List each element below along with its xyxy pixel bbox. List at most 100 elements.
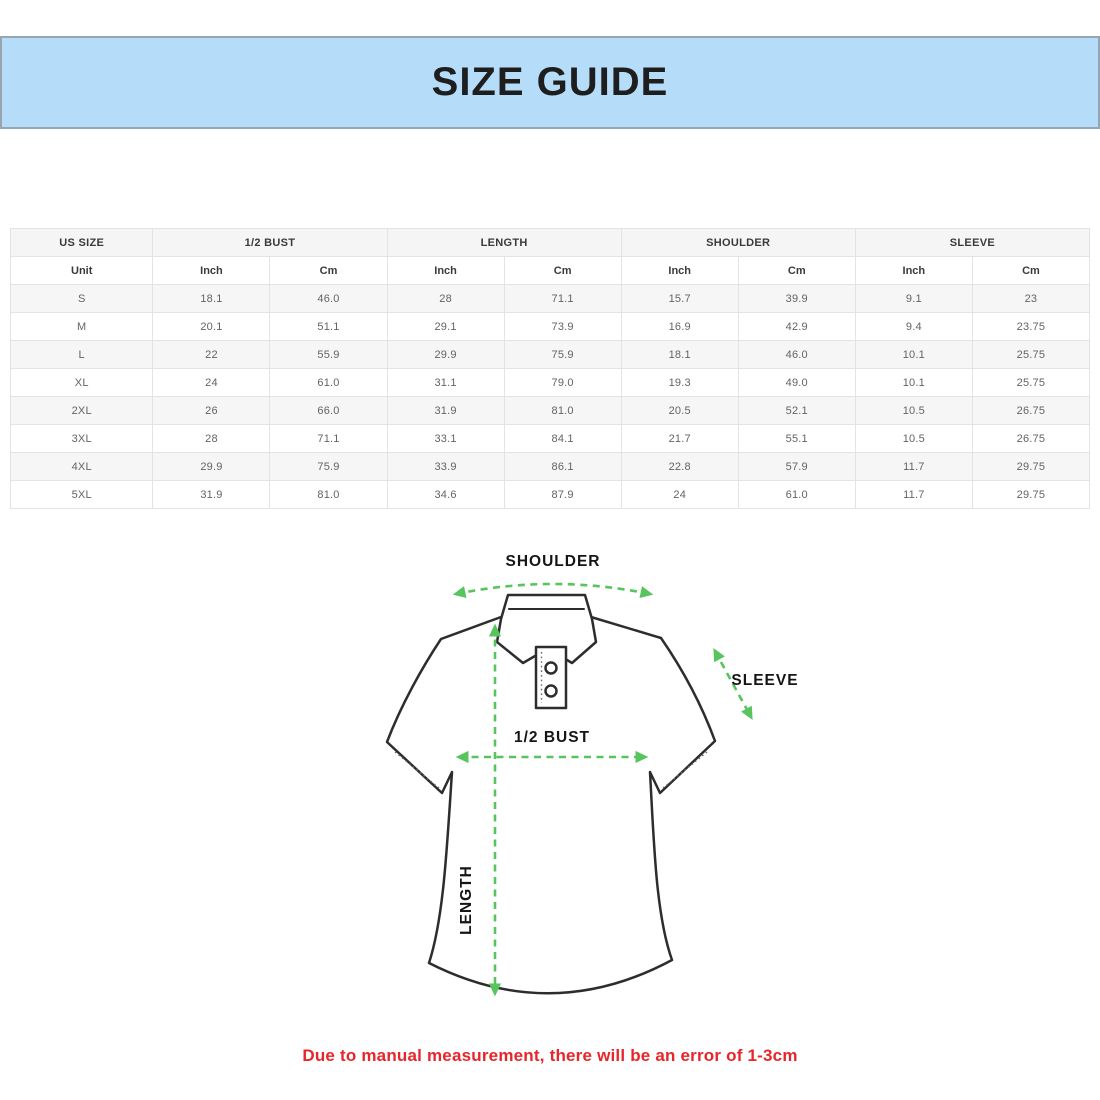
size-cell: 5XL <box>9 480 154 509</box>
table-group-header-row: US SIZE 1/2 BUST LENGTH SHOULDER SLEEVE <box>9 228 1091 257</box>
measurement-cell: 75.9 <box>503 340 622 369</box>
unit-cell: Inch <box>620 256 739 285</box>
size-cell: XL <box>9 368 154 397</box>
measurement-cell: 87.9 <box>503 480 622 509</box>
unit-cell: Inch <box>854 256 973 285</box>
measurement-cell: 46.0 <box>737 340 856 369</box>
table-row: L 22 55.9 29.9 75.9 18.1 46.0 10.1 25.75 <box>9 340 1091 369</box>
measurement-cell: 84.1 <box>503 424 622 453</box>
measurement-cell: 61.0 <box>737 480 856 509</box>
page-title: SIZE GUIDE <box>431 60 669 104</box>
measurement-cell: 26 <box>152 396 271 425</box>
measurement-cell: 9.1 <box>854 284 973 313</box>
measurement-cell: 10.1 <box>854 368 973 397</box>
size-cell: L <box>9 340 154 369</box>
measurement-cell: 81.0 <box>269 480 388 509</box>
column-header-us-size: US SIZE <box>9 228 154 257</box>
column-header-length: LENGTH <box>386 228 622 257</box>
measurement-cell: 79.0 <box>503 368 622 397</box>
size-table: US SIZE 1/2 BUST LENGTH SHOULDER SLEEVE … <box>9 228 1091 509</box>
measurement-cell: 16.9 <box>620 312 739 341</box>
size-guide-banner: SIZE GUIDE <box>0 36 1100 129</box>
measurement-cell: 11.7 <box>854 452 973 481</box>
column-header-shoulder: SHOULDER <box>620 228 856 257</box>
measurement-cell: 28 <box>386 284 505 313</box>
polo-shirt-outline <box>385 593 717 995</box>
measurement-cell: 26.75 <box>971 396 1091 425</box>
measurement-cell: 29.1 <box>386 312 505 341</box>
measurement-cell: 55.9 <box>269 340 388 369</box>
measurement-cell: 15.7 <box>620 284 739 313</box>
measurement-cell: 26.75 <box>971 424 1091 453</box>
measurement-cell: 22 <box>152 340 271 369</box>
measurement-cell: 31.9 <box>152 480 271 509</box>
shoulder-arrow <box>452 582 654 599</box>
measurement-cell: 21.7 <box>620 424 739 453</box>
size-cell: 3XL <box>9 424 154 453</box>
measurement-cell: 66.0 <box>269 396 388 425</box>
measurement-disclaimer: Due to manual measurement, there will be… <box>302 1046 798 1065</box>
measurement-cell: 25.75 <box>971 340 1091 369</box>
size-table-body: S 18.1 46.0 28 71.1 15.7 39.9 9.1 23 M 20.1 51.1 29.… <box>9 284 1091 509</box>
measurement-cell: 11.7 <box>854 480 973 509</box>
measurement-cell: 24 <box>620 480 739 509</box>
measurement-cell: 86.1 <box>503 452 622 481</box>
measurement-cell: 33.1 <box>386 424 505 453</box>
measurement-cell: 75.9 <box>269 452 388 481</box>
measurement-cell: 28 <box>152 424 271 453</box>
unit-cell: Cm <box>971 256 1091 285</box>
measurement-cell: 10.5 <box>854 424 973 453</box>
shoulder-label: SHOULDER <box>506 553 601 570</box>
measurement-cell: 39.9 <box>737 284 856 313</box>
table-row: 4XL 29.9 75.9 33.9 86.1 22.8 57.9 11.7 29.75 <box>9 452 1091 481</box>
bust-label: 1/2 BUST <box>514 729 590 746</box>
measurement-cell: 71.1 <box>503 284 622 313</box>
measurement-cell: 10.5 <box>854 396 973 425</box>
size-table-container: US SIZE 1/2 BUST LENGTH SHOULDER SLEEVE … <box>9 228 1091 509</box>
table-row: 3XL 28 71.1 33.1 84.1 21.7 55.1 10.5 26.75 <box>9 424 1091 453</box>
measurement-cell: 52.1 <box>737 396 856 425</box>
measurement-cell: 18.1 <box>152 284 271 313</box>
measurement-cell: 61.0 <box>269 368 388 397</box>
table-unit-header-row: Unit Inch Cm Inch Cm Inch Cm Inch Cm <box>9 256 1091 285</box>
measurement-cell: 71.1 <box>269 424 388 453</box>
unit-cell: Inch <box>152 256 271 285</box>
measurement-cell: 20.1 <box>152 312 271 341</box>
length-label: LENGTH <box>458 865 475 935</box>
measurement-cell: 57.9 <box>737 452 856 481</box>
table-row: S 18.1 46.0 28 71.1 15.7 39.9 9.1 23 <box>9 284 1091 313</box>
measurement-cell: 51.1 <box>269 312 388 341</box>
measurement-cell: 29.9 <box>152 452 271 481</box>
measurement-cell: 31.9 <box>386 396 505 425</box>
size-cell: S <box>9 284 154 313</box>
table-row: M 20.1 51.1 29.1 73.9 16.9 42.9 9.4 23.75 <box>9 312 1091 341</box>
measurement-cell: 23 <box>971 284 1091 313</box>
measurement-cell: 20.5 <box>620 396 739 425</box>
measurement-cell: 29.75 <box>971 480 1091 509</box>
measurement-cell: 46.0 <box>269 284 388 313</box>
measurement-cell: 22.8 <box>620 452 739 481</box>
measurement-cell: 19.3 <box>620 368 739 397</box>
size-cell: 4XL <box>9 452 154 481</box>
measurement-cell: 49.0 <box>737 368 856 397</box>
measurement-cell: 73.9 <box>503 312 622 341</box>
sleeve-label: SLEEVE <box>731 672 798 689</box>
measurement-cell: 29.9 <box>386 340 505 369</box>
measurement-cell: 34.6 <box>386 480 505 509</box>
measurement-cell: 81.0 <box>503 396 622 425</box>
table-row: XL 24 61.0 31.1 79.0 19.3 49.0 10.1 25.75 <box>9 368 1091 397</box>
measurement-cell: 25.75 <box>971 368 1091 397</box>
stitch-lines <box>394 652 708 789</box>
measurement-cell: 55.1 <box>737 424 856 453</box>
size-cell: 2XL <box>9 396 154 425</box>
measurement-cell: 33.9 <box>386 452 505 481</box>
unit-cell: Cm <box>269 256 388 285</box>
measurement-cell: 10.1 <box>854 340 973 369</box>
shirt-measurement-diagram: SHOULDER SLEEVE 1/2 BUST LENGTH <box>385 553 798 997</box>
column-header-sleeve: SLEEVE <box>854 228 1091 257</box>
unit-cell: Cm <box>737 256 856 285</box>
sleeve-arrow <box>713 648 753 720</box>
measurement-cell: 18.1 <box>620 340 739 369</box>
measurement-arrows <box>452 582 753 997</box>
unit-cell: Unit <box>9 256 154 285</box>
